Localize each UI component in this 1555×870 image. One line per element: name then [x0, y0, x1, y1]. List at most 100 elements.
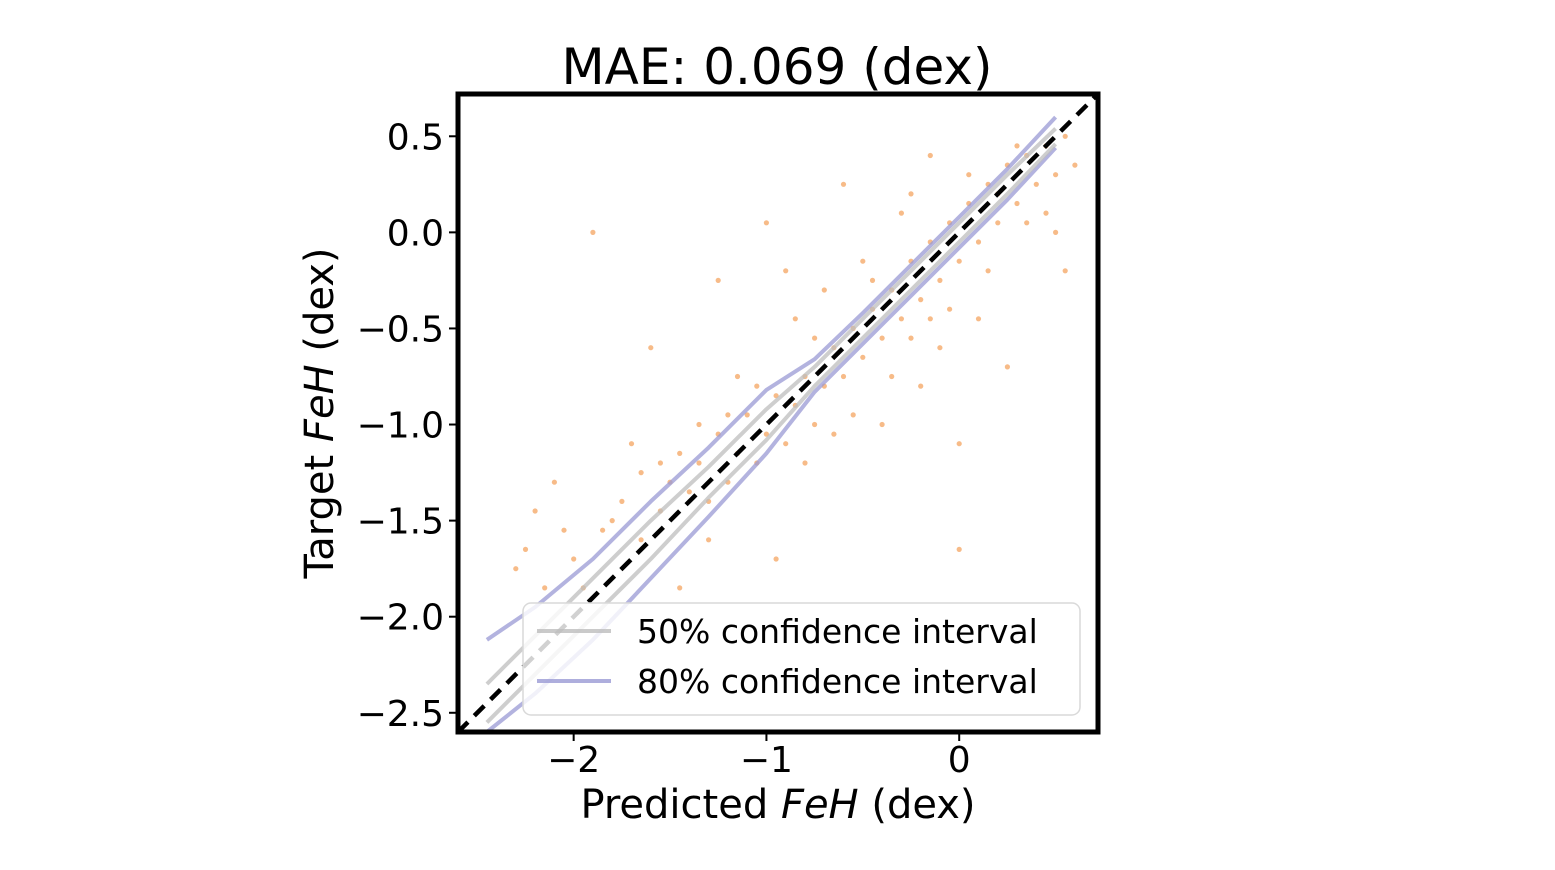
scatter-point: [918, 297, 924, 303]
scatter-point: [802, 460, 808, 466]
scatter-point: [754, 383, 760, 389]
scatter-point: [677, 450, 683, 456]
scatter-point: [686, 489, 692, 495]
scatter-point: [542, 585, 548, 591]
scatter-point: [600, 527, 606, 533]
scatter-point: [638, 470, 644, 476]
scatter-point: [734, 373, 741, 380]
scatter-point: [840, 373, 847, 380]
scatter-point: [571, 556, 577, 562]
y-axis-ticks: −2.5 −2.0 −1.5 −1.0 −0.5 0.0 0.5: [357, 117, 458, 735]
scatter-point: [927, 316, 933, 322]
scatter-point: [840, 181, 847, 187]
scatter-point: [869, 277, 876, 283]
scatter-point: [696, 421, 702, 428]
scatter-point: [1043, 210, 1049, 216]
legend-label-80: 80% confidence interval: [637, 662, 1038, 701]
scatter-point: [908, 335, 914, 341]
scatter-point: [1053, 229, 1059, 235]
scatter-point: [551, 479, 558, 485]
scatter-point: [638, 537, 644, 543]
y-axis-label-variable: FeH: [297, 364, 343, 442]
scatter-point: [975, 239, 982, 245]
scatter-point: [966, 172, 972, 178]
scatter-point: [1004, 364, 1011, 370]
scatter-point: [879, 335, 885, 341]
x-axis-label: Predicted FeH (dex): [580, 782, 975, 828]
scatter-point: [1014, 200, 1020, 207]
y-tick-label: 0.5: [387, 117, 444, 158]
scatter-point: [1053, 172, 1059, 178]
scatter-point: [1014, 143, 1020, 149]
scatter-point: [783, 268, 789, 274]
scatter-point: [985, 268, 991, 274]
scatter-point: [696, 460, 702, 466]
legend: 50% confidence interval 80% confidence i…: [522, 602, 1081, 716]
scatter-point: [898, 316, 905, 322]
y-tick-label: −2.5: [357, 694, 444, 735]
scatter-point: [657, 460, 664, 466]
ci-50-upper-line: [485, 127, 1057, 686]
scatter-point: [715, 277, 721, 283]
ci-80-upper-line: [485, 115, 1058, 642]
y-axis-label: Target FeH (dex): [297, 247, 343, 579]
scatter-point: [513, 566, 519, 572]
scatter-point: [522, 546, 529, 553]
scatter-point: [812, 335, 818, 341]
scatter-point: [628, 441, 635, 447]
y-tick-label: −0.5: [357, 309, 444, 350]
scatter-point: [619, 498, 625, 504]
y-tick-label: −2.0: [357, 598, 444, 639]
scatter-point: [532, 508, 538, 514]
scatter-point: [648, 345, 654, 351]
scatter-point: [831, 431, 837, 437]
scatter-point: [725, 412, 731, 418]
y-tick-label: −1.0: [357, 406, 444, 447]
x-axis-ticks: −2 −1 0: [547, 732, 971, 781]
scatter-point: [1024, 220, 1030, 226]
x-axis-label-suffix: (dex): [859, 782, 976, 828]
scatter-point: [956, 441, 962, 447]
scatter-point: [947, 306, 953, 312]
scatter-point: [956, 546, 962, 553]
scatter-point: [1072, 162, 1078, 168]
x-axis-label-prefix: Predicted: [580, 782, 781, 828]
y-axis-label-prefix: Target: [297, 442, 343, 579]
scatter-point: [590, 229, 596, 235]
scatter-point: [706, 537, 712, 543]
scatter-point: [609, 518, 615, 524]
scatter-point: [889, 373, 895, 380]
scatter-point: [792, 316, 798, 322]
scatter-point: [956, 258, 962, 264]
x-tick-label: 0: [948, 740, 971, 781]
scatter-point: [783, 441, 789, 447]
scatter-point: [995, 220, 1001, 226]
legend-label-50: 50% confidence interval: [637, 612, 1038, 651]
scatter-point: [773, 556, 779, 562]
plot-frame: [455, 91, 1101, 735]
scatter-point: [677, 585, 683, 591]
scatter-point: [1062, 133, 1068, 139]
scatter-point: [918, 383, 924, 389]
scatter-point: [1062, 268, 1068, 274]
y-tick-label: −1.5: [357, 502, 444, 543]
scatter-point: [860, 258, 866, 264]
scatter-point: [744, 412, 750, 418]
scatter-points: [513, 133, 1078, 591]
scatter-point: [937, 345, 943, 351]
y-tick-label: 0.0: [387, 213, 444, 254]
y-axis-label-suffix: (dex): [297, 247, 343, 364]
scatter-point: [908, 191, 914, 197]
x-tick-label: −2: [547, 740, 600, 781]
scatter-point: [763, 431, 770, 437]
scatter-point: [927, 152, 933, 159]
scatter-point: [879, 421, 885, 428]
scatter-point: [975, 316, 982, 322]
scatter-point: [561, 527, 567, 533]
legend-box: [522, 602, 1081, 716]
x-tick-label: −1: [740, 740, 793, 781]
scatter-point: [1033, 181, 1039, 187]
scatter-point: [850, 412, 856, 418]
scatter-point: [937, 277, 943, 283]
